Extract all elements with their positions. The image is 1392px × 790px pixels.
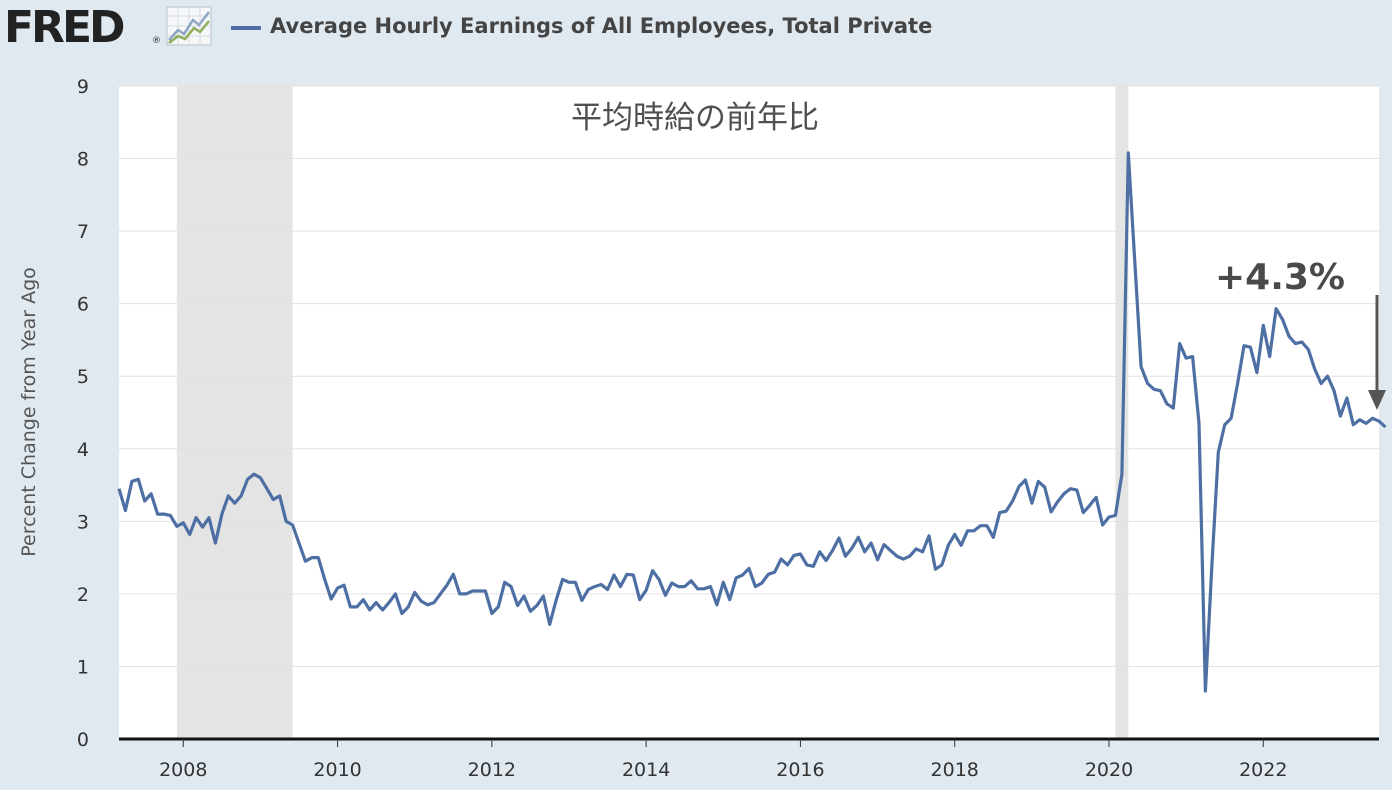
x-tick-label: 2016 bbox=[776, 759, 824, 781]
recession-band bbox=[176, 86, 293, 739]
x-tick-label: 2022 bbox=[1239, 759, 1287, 781]
y-tick-label: 0 bbox=[77, 729, 89, 751]
y-tick-label: 9 bbox=[77, 76, 89, 98]
series-line bbox=[117, 151, 1387, 693]
fred-logo[interactable]: FRED bbox=[4, 2, 126, 53]
x-tick-label: 2008 bbox=[159, 759, 207, 781]
x-tick-label: 2012 bbox=[468, 759, 516, 781]
y-tick-label: 5 bbox=[77, 366, 89, 388]
y-axis-label: Percent Change from Year Ago bbox=[18, 267, 40, 557]
legend-label[interactable]: Average Hourly Earnings of All Employees… bbox=[270, 14, 933, 38]
y-tick-label: 4 bbox=[77, 439, 89, 461]
legend-swatch bbox=[231, 26, 261, 30]
chart-title: 平均時給の前年比 bbox=[571, 100, 819, 136]
annotation-label: +4.3% bbox=[1215, 257, 1345, 298]
annotation-arrow-head bbox=[1368, 390, 1386, 410]
fred-header: FRED ® Average Hourly Earnings of All Em… bbox=[0, 0, 1392, 56]
y-tick-label: 2 bbox=[77, 584, 89, 606]
y-tick-label: 7 bbox=[77, 221, 89, 243]
y-tick-label: 1 bbox=[77, 656, 89, 678]
line-graph-icon bbox=[166, 6, 212, 46]
x-tick-label: 2020 bbox=[1085, 759, 1133, 781]
y-tick-label: 6 bbox=[77, 294, 89, 316]
x-tick-label: 2014 bbox=[622, 759, 670, 781]
registered-mark: ® bbox=[152, 36, 161, 46]
y-tick-label: 8 bbox=[77, 149, 89, 171]
x-tick-label: 2010 bbox=[313, 759, 361, 781]
y-tick-label: 3 bbox=[77, 511, 89, 533]
x-tick-label: 2018 bbox=[931, 759, 979, 781]
plot-area bbox=[119, 86, 1379, 739]
